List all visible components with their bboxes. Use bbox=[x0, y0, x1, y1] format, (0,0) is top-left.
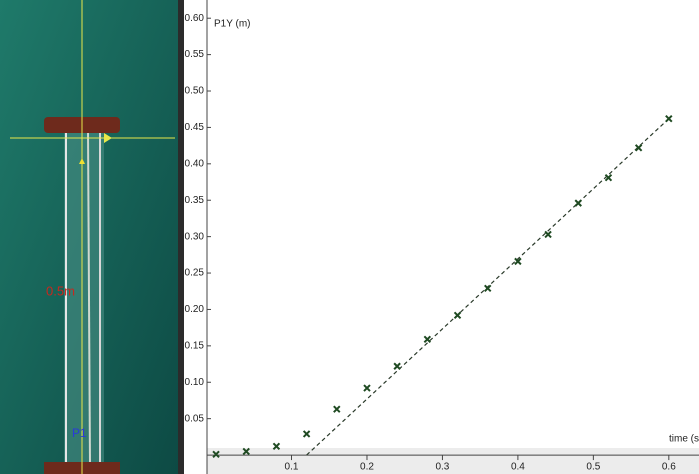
y-tick-label: 0.40 bbox=[185, 158, 205, 169]
x-tick-label: 0.5 bbox=[586, 462, 600, 473]
divider bbox=[178, 0, 184, 474]
x-tick-label: 0.3 bbox=[435, 462, 449, 473]
x-tick-label: 0.4 bbox=[511, 462, 525, 473]
x-tick-label: 0.6 bbox=[662, 462, 676, 473]
y-tick-label: 0.55 bbox=[185, 49, 205, 60]
y-tick-label: 0.05 bbox=[185, 413, 205, 424]
screen: 0.5m P1 P1Y (m) time (s 0.050.100.150.20… bbox=[0, 0, 699, 474]
x-axis-label: time (s bbox=[669, 434, 699, 445]
y-tick-label: 0.50 bbox=[185, 86, 205, 97]
x-tick-label: 0.1 bbox=[285, 462, 299, 473]
y-tick-label: 0.30 bbox=[185, 231, 205, 242]
y-tick-label: 0.35 bbox=[185, 195, 205, 206]
axis-band bbox=[207, 448, 699, 474]
video-panel: 0.5m P1 bbox=[0, 0, 178, 474]
y-tick-label: 0.15 bbox=[185, 340, 205, 351]
y-axis-label: P1Y (m) bbox=[214, 19, 251, 30]
plot-background bbox=[184, 0, 699, 474]
y-tick-label: 0.10 bbox=[185, 377, 205, 388]
y-tick-label: 0.20 bbox=[185, 304, 205, 315]
y-tick-label: 0.45 bbox=[185, 122, 205, 133]
y-tick-label: 0.60 bbox=[185, 13, 205, 24]
x-tick-label: 0.2 bbox=[360, 462, 374, 473]
point-label: P1 bbox=[72, 426, 87, 440]
scale-label: 0.5m bbox=[46, 283, 75, 298]
y-tick-label: 0.25 bbox=[185, 268, 205, 279]
